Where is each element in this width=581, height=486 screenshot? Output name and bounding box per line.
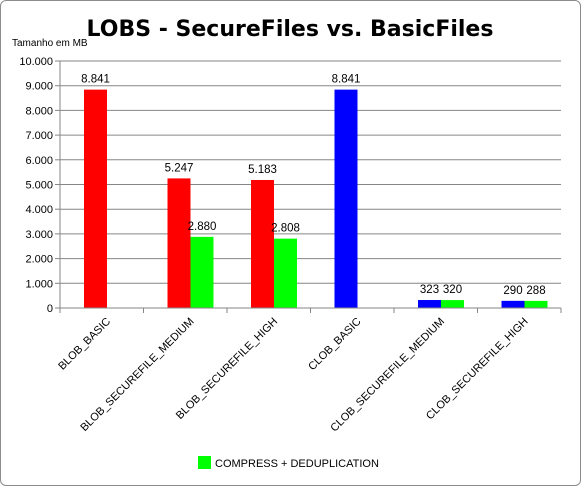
data-labels: 8.841 5.247 2.880 5.183 2.808 8.841 323 320 290 2… — [81, 74, 545, 297]
data-label: 290 — [503, 285, 522, 297]
data-label: 320 — [443, 284, 462, 296]
y-tick-label: 3.000 — [25, 229, 53, 241]
bar — [84, 89, 107, 309]
bar — [501, 300, 525, 308]
legend: COMPRESS + DEDUPLICATION — [198, 456, 379, 470]
bar — [167, 178, 191, 308]
data-label: 2.880 — [188, 221, 217, 233]
data-label: 2.808 — [271, 223, 300, 235]
bar — [418, 300, 441, 308]
y-tick-label: 4.000 — [25, 204, 53, 216]
bar — [190, 236, 214, 308]
category-label: CLOB_BASIC — [306, 316, 363, 373]
bar — [524, 300, 548, 308]
y-tick-label: 6.000 — [25, 155, 53, 167]
data-label: 323 — [420, 284, 439, 296]
legend-label: COMPRESS + DEDUPLICATION — [215, 458, 379, 470]
y-tick-label: 10.000 — [19, 56, 53, 68]
data-label: 5.183 — [248, 164, 277, 176]
data-label: 8.841 — [332, 74, 361, 86]
y-tick-label: 9.000 — [25, 81, 53, 93]
chart-title: LOBS - SecureFiles vs. BasicFiles — [87, 17, 494, 42]
y-axis-label: Tamanho em MB — [12, 38, 88, 49]
y-tick-label: 5.000 — [25, 180, 53, 192]
bar — [441, 300, 464, 308]
x-axis-categories: BLOB_BASICBLOB_SECUREFILE_MEDIUMBLOB_SEC… — [56, 316, 530, 435]
category-label: CLOB_SECUREFILE_HIGH — [424, 316, 531, 423]
category-label: BLOB_SECUREFILE_HIGH — [174, 316, 280, 422]
legend-swatch — [198, 456, 211, 469]
y-tick-label: 8.000 — [25, 105, 53, 117]
bar — [251, 179, 274, 308]
data-label: 288 — [526, 285, 545, 297]
gridlines — [60, 60, 561, 284]
bar — [334, 89, 358, 309]
y-tick-label: 0 — [47, 303, 53, 315]
bars — [84, 89, 548, 309]
y-tick-label: 1.000 — [25, 278, 53, 290]
y-axis-ticks: 0 1.000 2.000 3.000 4.000 5.000 6.000 7.000 8.00… — [19, 56, 60, 315]
y-tick-label: 7.000 — [25, 130, 53, 142]
axes — [59, 61, 562, 313]
y-tick-label: 2.000 — [25, 254, 53, 266]
category-label: BLOB_BASIC — [56, 316, 113, 373]
bar — [274, 238, 297, 308]
data-label: 5.247 — [165, 162, 194, 174]
data-label: 8.841 — [81, 74, 110, 86]
